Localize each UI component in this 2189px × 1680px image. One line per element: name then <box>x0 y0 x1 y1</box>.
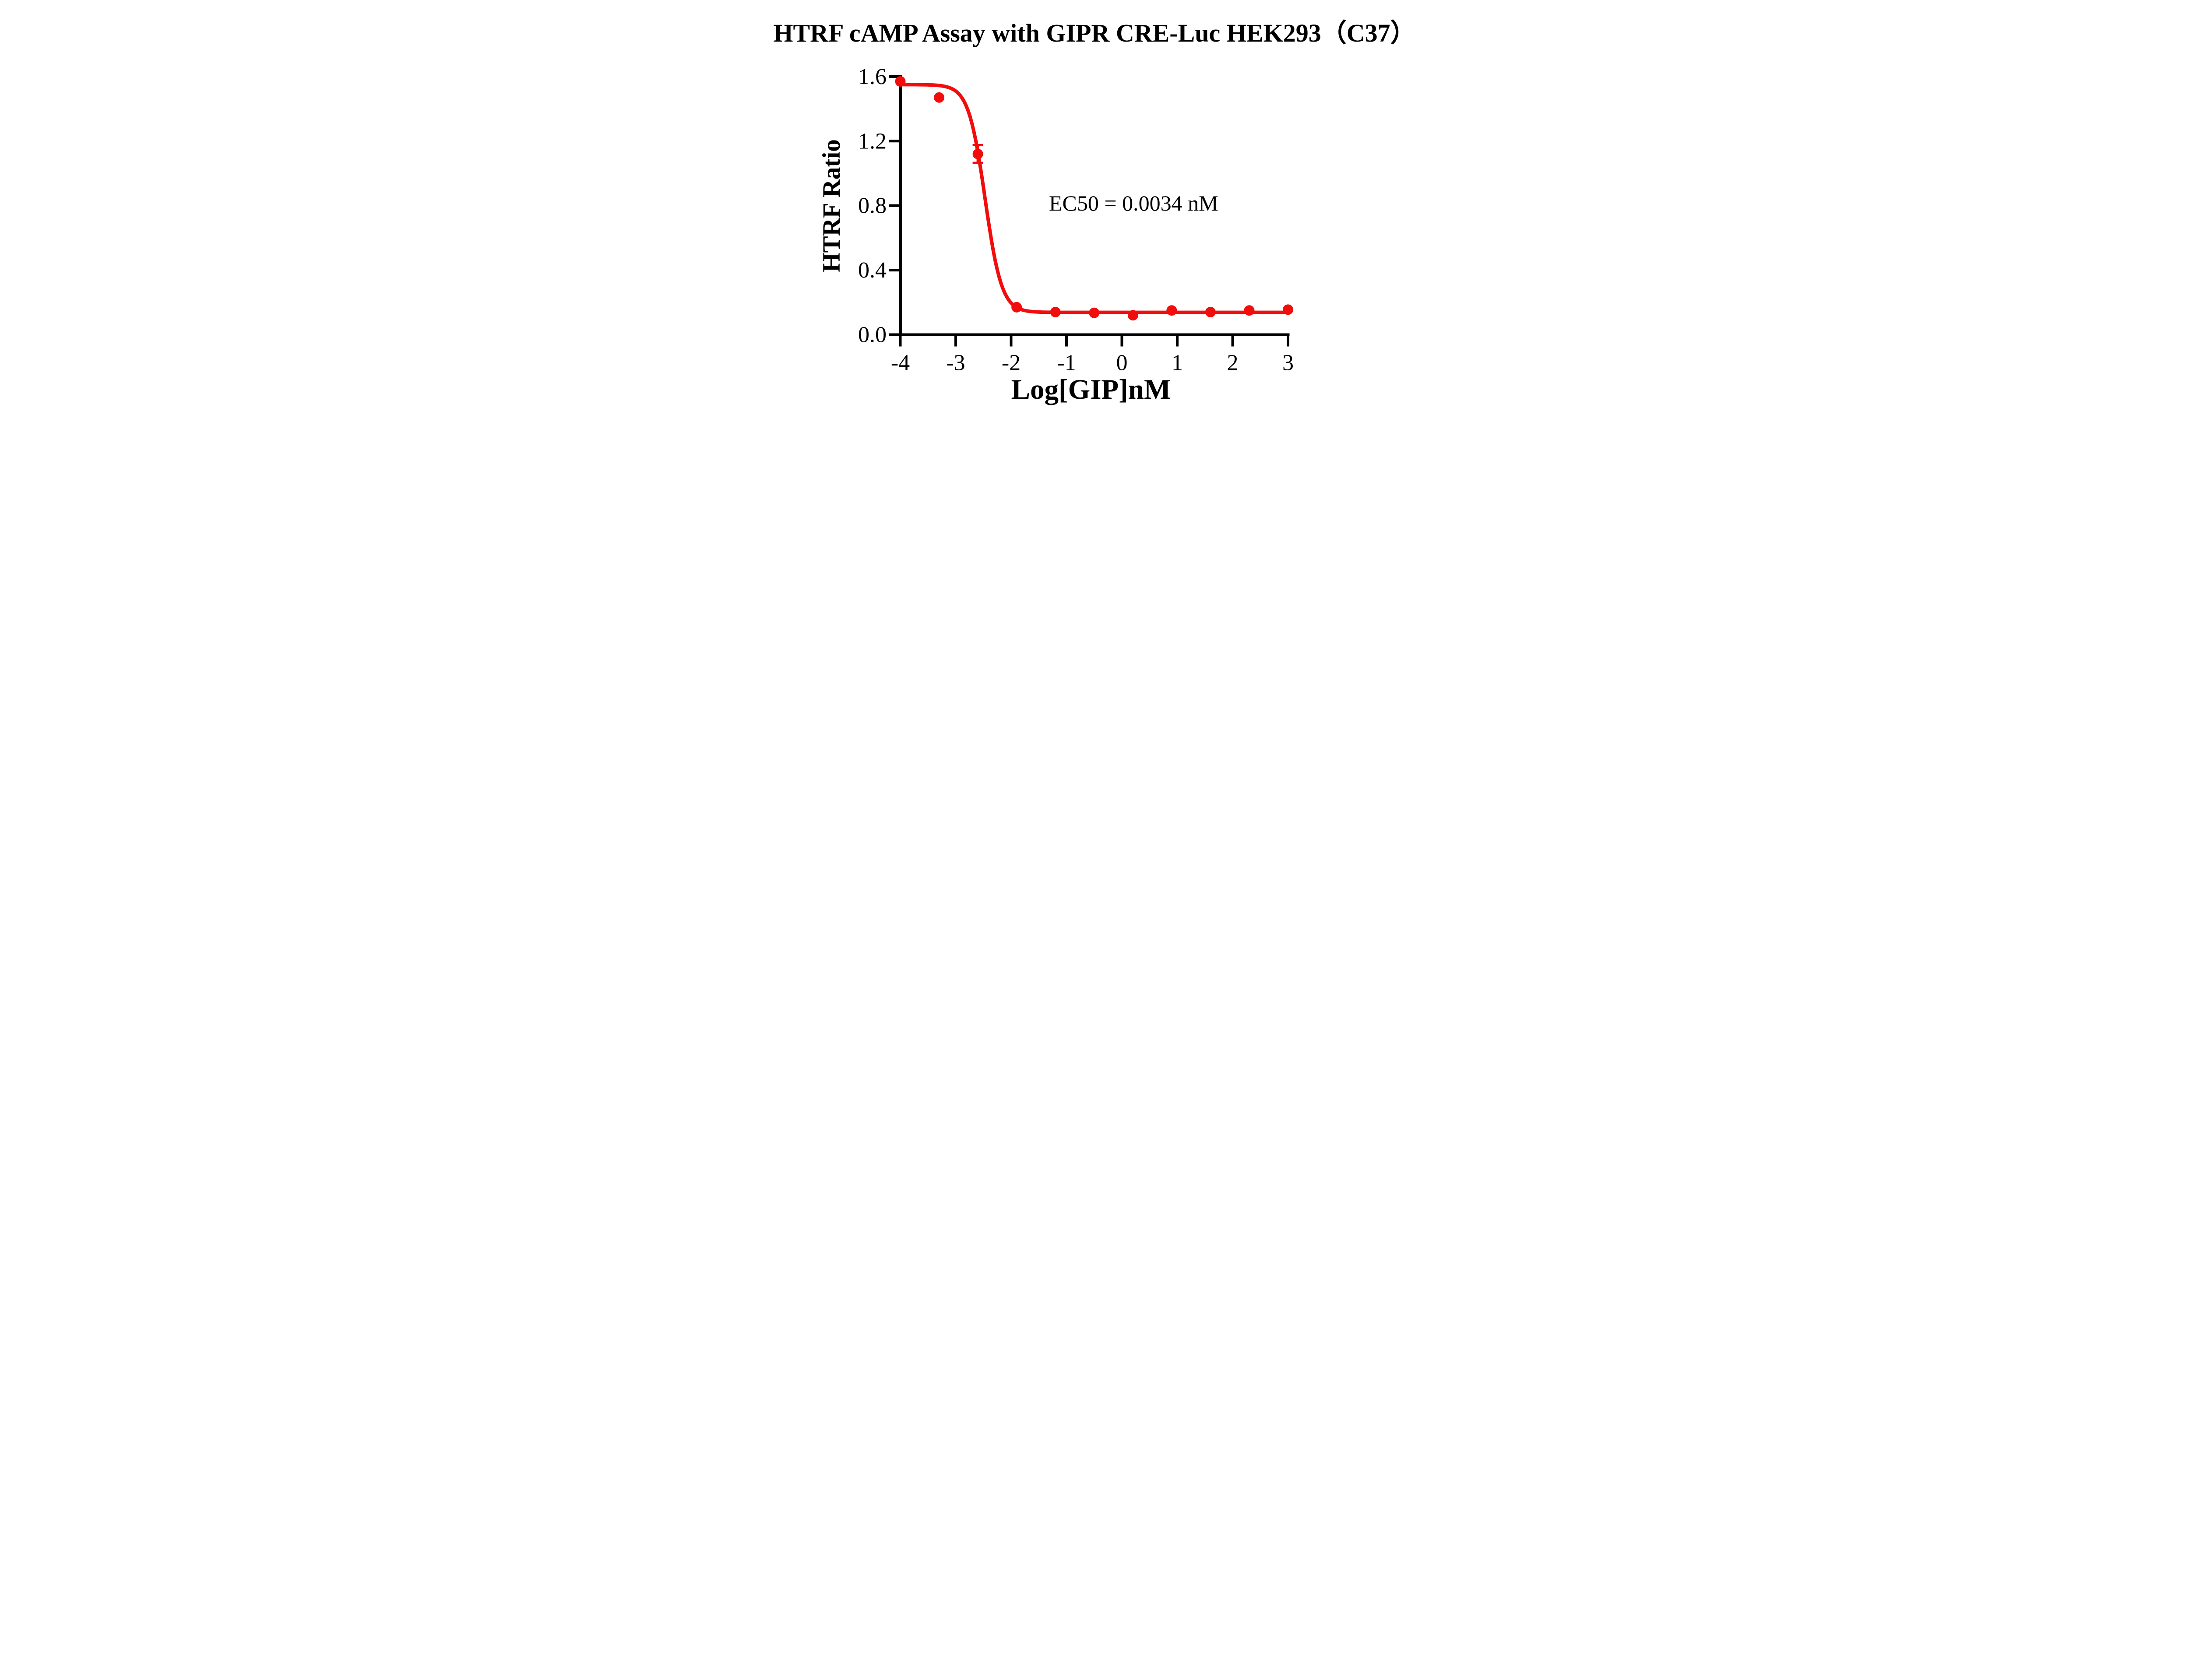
y-tick-label: 1.6 <box>858 64 887 89</box>
axes-layer: 0.0 0.4 0.8 1.2 1.6 -4 -3 -2 -1 0 1 2 3 <box>858 64 1294 376</box>
data-point <box>1166 305 1177 316</box>
data-point <box>1283 304 1293 315</box>
data-point <box>1011 302 1022 313</box>
x-tick-label: 1 <box>1172 351 1183 376</box>
data-point <box>895 76 906 87</box>
data-point <box>934 92 945 103</box>
y-tick-label: 0.4 <box>858 258 887 283</box>
x-tick-label: 3 <box>1282 351 1294 376</box>
data-point <box>1089 307 1100 318</box>
data-point <box>1244 305 1255 316</box>
plot-svg: HTRF cAMP Assay with GIPR CRE-Luc HEK293… <box>766 0 1423 420</box>
data-point <box>1205 306 1216 317</box>
figure: HTRF cAMP Assay with GIPR CRE-Luc HEK293… <box>766 0 1423 420</box>
x-tick-label: 2 <box>1227 351 1239 376</box>
y-tick-label: 0.0 <box>858 323 887 348</box>
chart-title: HTRF cAMP Assay with GIPR CRE-Luc HEK293… <box>773 19 1415 47</box>
y-tick-label: 1.2 <box>858 129 887 154</box>
chart-background <box>766 0 1423 420</box>
y-axis-label: HTRF Ratio <box>818 139 845 272</box>
data-point <box>972 148 983 159</box>
x-tick-label: -2 <box>1002 351 1021 376</box>
data-point <box>1050 306 1061 317</box>
x-tick-label: -1 <box>1057 351 1076 376</box>
y-tick-label: 0.8 <box>858 193 887 218</box>
ec50-annotation: EC50 = 0.0034 nM <box>1049 191 1218 215</box>
x-axis-label: Log[GIP]nM <box>1011 374 1171 405</box>
x-tick-label: -4 <box>891 351 910 376</box>
data-layer <box>895 76 1293 321</box>
data-point <box>1127 310 1138 321</box>
x-tick-label: -3 <box>946 351 965 376</box>
x-tick-label: 0 <box>1116 351 1128 376</box>
